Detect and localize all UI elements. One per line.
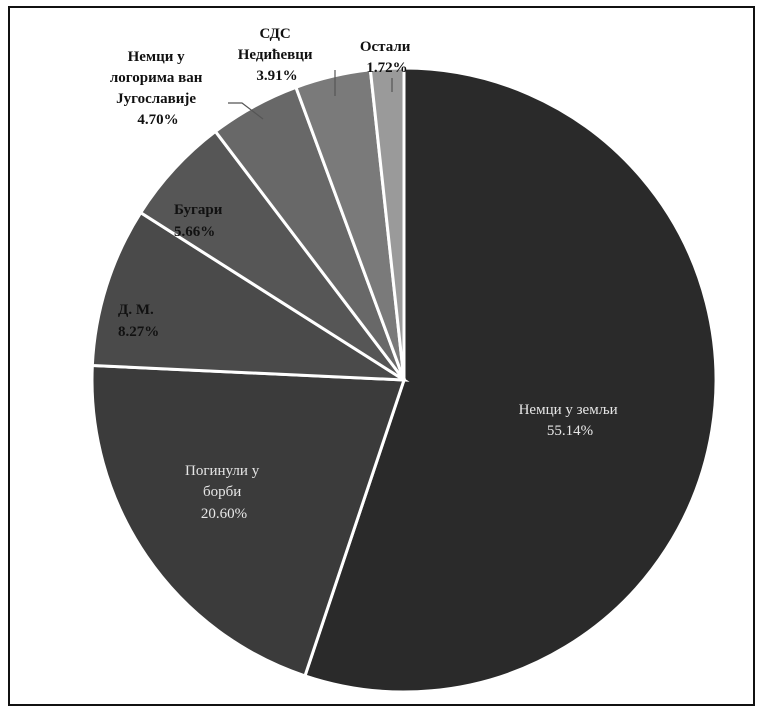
- label-line: Недићевци: [238, 47, 313, 63]
- label-pct: 4.70%: [137, 112, 178, 128]
- slice-label-logori: Немци у логорима ван Југославије 4.70%: [110, 49, 206, 128]
- pie-slice-6: [368, 66, 406, 381]
- label-pct: 1.72%: [366, 60, 407, 76]
- pie-slices: [90, 66, 718, 694]
- label-line: Д. М.: [118, 302, 154, 318]
- leader-lines: [228, 70, 393, 120]
- label-line: СДС: [260, 26, 291, 42]
- label-pct: 20.60%: [201, 506, 247, 522]
- label-line: Остали: [360, 39, 411, 55]
- label-pct: 5.66%: [174, 224, 215, 240]
- slice-label-bugari: Бугари 5.66%: [174, 202, 226, 240]
- slice-label-sds: СДС Недићевци 3.91%: [238, 26, 317, 84]
- label-line: борби: [203, 484, 241, 500]
- pie-slice-0: [303, 66, 718, 694]
- label-line: Југославије: [116, 91, 196, 107]
- slice-label-dm: Д. М. 8.27%: [118, 302, 159, 340]
- leader-line-logori: [228, 102, 264, 120]
- label-pct: 55.14%: [547, 423, 593, 439]
- pie-slice-2: [90, 210, 410, 382]
- label-line: Немци у: [128, 49, 186, 65]
- label-line: Бугари: [174, 202, 223, 218]
- pie-chart: Немци у земљи 55.14% Погинули у борби 20…: [90, 26, 718, 694]
- label-pct: 8.27%: [118, 324, 159, 340]
- label-line: Погинули у: [185, 463, 260, 479]
- pie-slice-1: [90, 363, 407, 678]
- label-pct: 3.91%: [256, 68, 297, 84]
- slice-label-nemci-u-zemlji: Немци у земљи 55.14%: [519, 402, 622, 439]
- slice-labels: Немци у земљи 55.14% Погинули у борби 20…: [110, 26, 622, 522]
- slice-label-ostali: Остали 1.72%: [360, 39, 414, 76]
- label-line: логорима ван: [110, 70, 203, 86]
- slice-label-poginuli: Погинули у борби 20.60%: [185, 463, 263, 522]
- label-line: Немци у земљи: [519, 402, 618, 418]
- chart-frame: Немци у земљи 55.14% Погинули у борби 20…: [8, 6, 755, 706]
